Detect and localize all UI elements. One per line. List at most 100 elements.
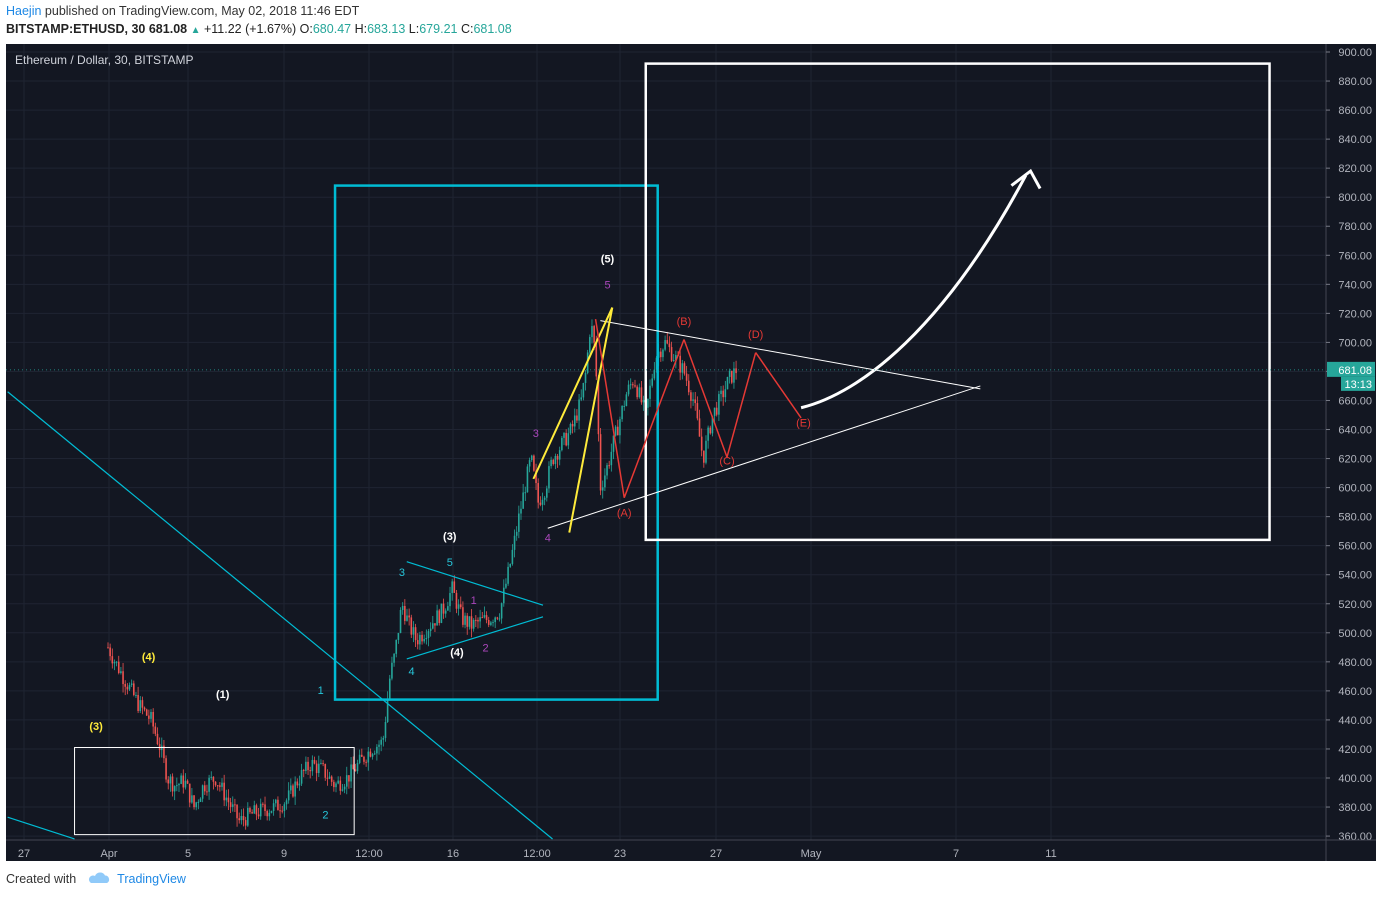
candle-body: [610, 451, 613, 466]
candle-body: [511, 549, 514, 564]
price-tick-label: 520.00: [1338, 599, 1372, 611]
candle-body: [274, 799, 277, 804]
price-tick-label: 900.00: [1338, 47, 1372, 59]
time-tick-label: 7: [953, 848, 959, 860]
candle-body: [395, 639, 398, 654]
projection-arrowhead: [1010, 168, 1042, 190]
time-axis[interactable]: 27 Apr 5 9 12:00 16 12:00 23 27 May 7 11: [18, 848, 1057, 860]
wave-label: (3): [89, 721, 103, 733]
candle-body: [397, 632, 400, 640]
open-label: O:: [299, 22, 313, 36]
candle-body: [186, 780, 189, 784]
chart-container[interactable]: (3) (4) (1) 1 2 3 4 5 (3) (4) 1 2 3 4 5 (5) (A) (B) (C) (D)…: [6, 44, 1376, 861]
candle-body: [475, 619, 477, 621]
candle-body: [718, 394, 720, 415]
candle-body: [558, 450, 561, 460]
red-wave-line: [594, 319, 625, 498]
drawings: [7, 62, 1271, 840]
close-label: C:: [460, 22, 474, 36]
published-text: published on TradingView.com, May 02, 20…: [44, 4, 360, 18]
candle-body: [632, 384, 634, 386]
candle-body: [143, 707, 146, 710]
candle-body: [188, 783, 191, 803]
candle-body: [145, 709, 148, 716]
candle-body: [705, 440, 707, 463]
price-tick-label: 480.00: [1338, 657, 1372, 669]
wave-label: (4): [142, 651, 156, 663]
candle-body: [670, 347, 673, 361]
price-tick-label: 860.00: [1338, 105, 1372, 117]
wave-label: 3: [399, 567, 405, 579]
candle-body: [634, 385, 636, 387]
wave-label: (C): [719, 455, 734, 467]
red-wave-line: [623, 339, 685, 499]
candle-body: [410, 617, 413, 635]
candle-body: [139, 700, 142, 711]
candle-body: [614, 426, 617, 436]
candle-body: [679, 355, 681, 373]
candle-body: [167, 779, 170, 784]
candle-body: [266, 810, 268, 817]
candle-body: [629, 384, 632, 386]
price-chart[interactable]: (3)(4)(1) 12345(3)(4)12345(5)(A)(B)(C)(D)…: [6, 44, 1376, 861]
candle-body: [404, 605, 406, 621]
candle-body: [487, 619, 490, 625]
candle-body: [171, 776, 174, 792]
candle-body: [638, 387, 641, 398]
candle-body: [122, 671, 124, 685]
candle-body: [567, 433, 570, 446]
candle-body: [584, 372, 587, 383]
grid-lines: [6, 44, 1326, 840]
candle-body: [535, 470, 537, 484]
candle-body: [427, 631, 430, 638]
candle-body: [640, 387, 643, 403]
candle-body: [348, 775, 350, 782]
tradingview-logo-icon: [88, 872, 110, 887]
candle-body: [472, 619, 475, 629]
candle-body: [683, 363, 686, 374]
created-with-text: Created with: [6, 872, 77, 886]
price-tick-label: 740.00: [1338, 279, 1372, 291]
price-tick-label: 400.00: [1338, 773, 1372, 785]
candle-body: [176, 785, 178, 787]
candle-body: [369, 751, 372, 757]
candle-body: [528, 460, 531, 467]
candle-body: [302, 770, 305, 772]
candle-body: [247, 807, 249, 826]
candle-body: [184, 780, 187, 788]
yellow-wedge-line: [532, 307, 614, 480]
candle-body: [135, 694, 137, 696]
time-tick-label: 23: [614, 848, 626, 860]
candle-body: [163, 745, 165, 759]
candle-body: [221, 782, 223, 787]
candle-body: [328, 776, 331, 779]
author-link[interactable]: Haejin: [6, 4, 42, 18]
candle-body: [522, 492, 524, 509]
price-tick-label: 600.00: [1338, 483, 1372, 495]
candle-body: [444, 610, 447, 614]
candle-body: [700, 436, 703, 451]
candle-body: [345, 775, 348, 787]
candle-body: [477, 619, 479, 622]
candle-body: [481, 617, 484, 619]
candle-body: [287, 790, 290, 801]
candle-body: [277, 799, 279, 811]
wave-label: (5): [601, 254, 615, 266]
candle-body: [733, 368, 735, 383]
candle-body: [604, 475, 606, 488]
wave-label: 1: [471, 595, 477, 607]
candle-body: [367, 751, 370, 763]
price-tick-label: 500.00: [1338, 628, 1372, 640]
countdown-value: 13:13: [1344, 379, 1372, 391]
chart-title: Ethereum / Dollar, 30, BITSTAMP: [15, 53, 194, 67]
candle-body: [451, 581, 453, 594]
candle-body: [507, 566, 509, 584]
candle-body: [421, 634, 423, 642]
candle-body: [518, 513, 520, 532]
candle-body: [219, 785, 221, 787]
time-tick-label: 11: [1045, 848, 1056, 860]
price-tick-label: 700.00: [1338, 337, 1372, 349]
candle-body: [520, 508, 522, 514]
tradingview-link[interactable]: TradingView: [117, 872, 186, 886]
candle-body: [660, 351, 662, 358]
